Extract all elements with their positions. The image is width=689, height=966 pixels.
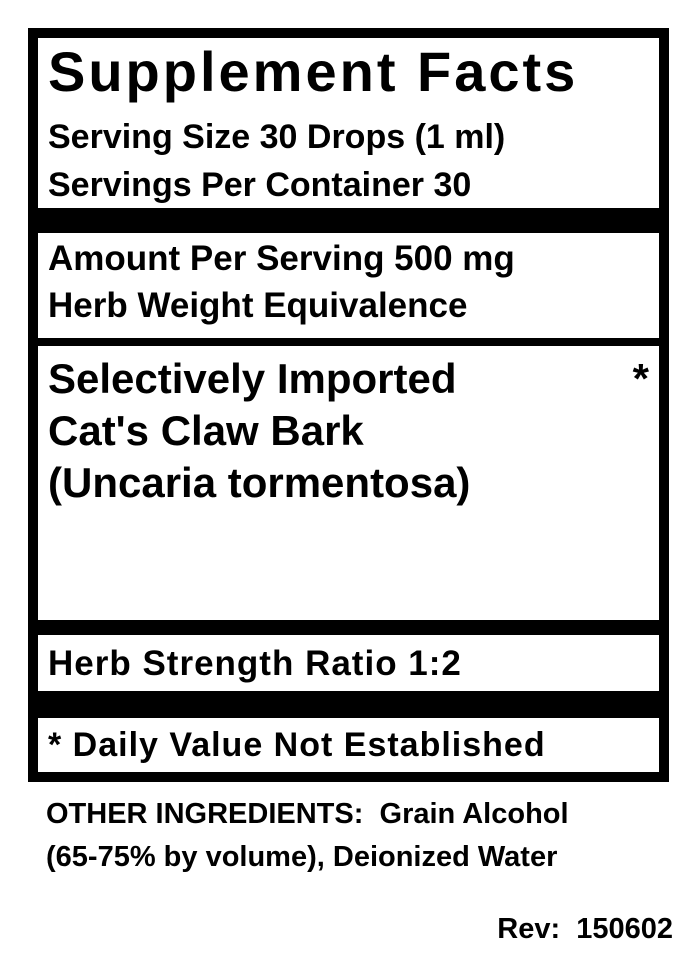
other-ingredients: (65-75% by volume), Deionized Water [46,841,558,873]
servings-per-container: Servings Per Container 30 [48,166,472,204]
amount-panel: Amount Per Serving 500 mg Herb Weight Eq… [38,233,659,338]
title: Supplement Facts [48,40,579,103]
other-ingredients: OTHER INGREDIENTS: Grain Alcohol [46,798,569,830]
serving-size: Serving Size 30 Drops (1 ml) [48,118,506,156]
ingredient-line: Cat's Claw Bark [48,407,364,454]
footnote-panel: * Daily Value Not Established [38,718,659,772]
strength: Herb Strength Ratio 1:2 [48,644,462,683]
ingredient-marker: * [632,355,649,402]
revision: Rev: 150602 [497,913,673,945]
amount-line: Herb Weight Equivalence [48,286,468,325]
ingredient-panel: Selectively Imported * Cat's Claw Bark (… [38,346,659,620]
strength-panel: Herb Strength Ratio 1:2 [38,635,659,691]
header-panel: Supplement Facts Serving Size 30 Drops (… [38,38,659,208]
facts-box: Supplement Facts Serving Size 30 Drops (… [28,28,669,782]
footnote: * Daily Value Not Established [48,726,546,764]
ingredient-line: Selectively Imported [48,355,457,402]
ingredient-line: (Uncaria tormentosa) [48,459,471,506]
amount-line: Amount Per Serving 500 mg [48,239,515,278]
